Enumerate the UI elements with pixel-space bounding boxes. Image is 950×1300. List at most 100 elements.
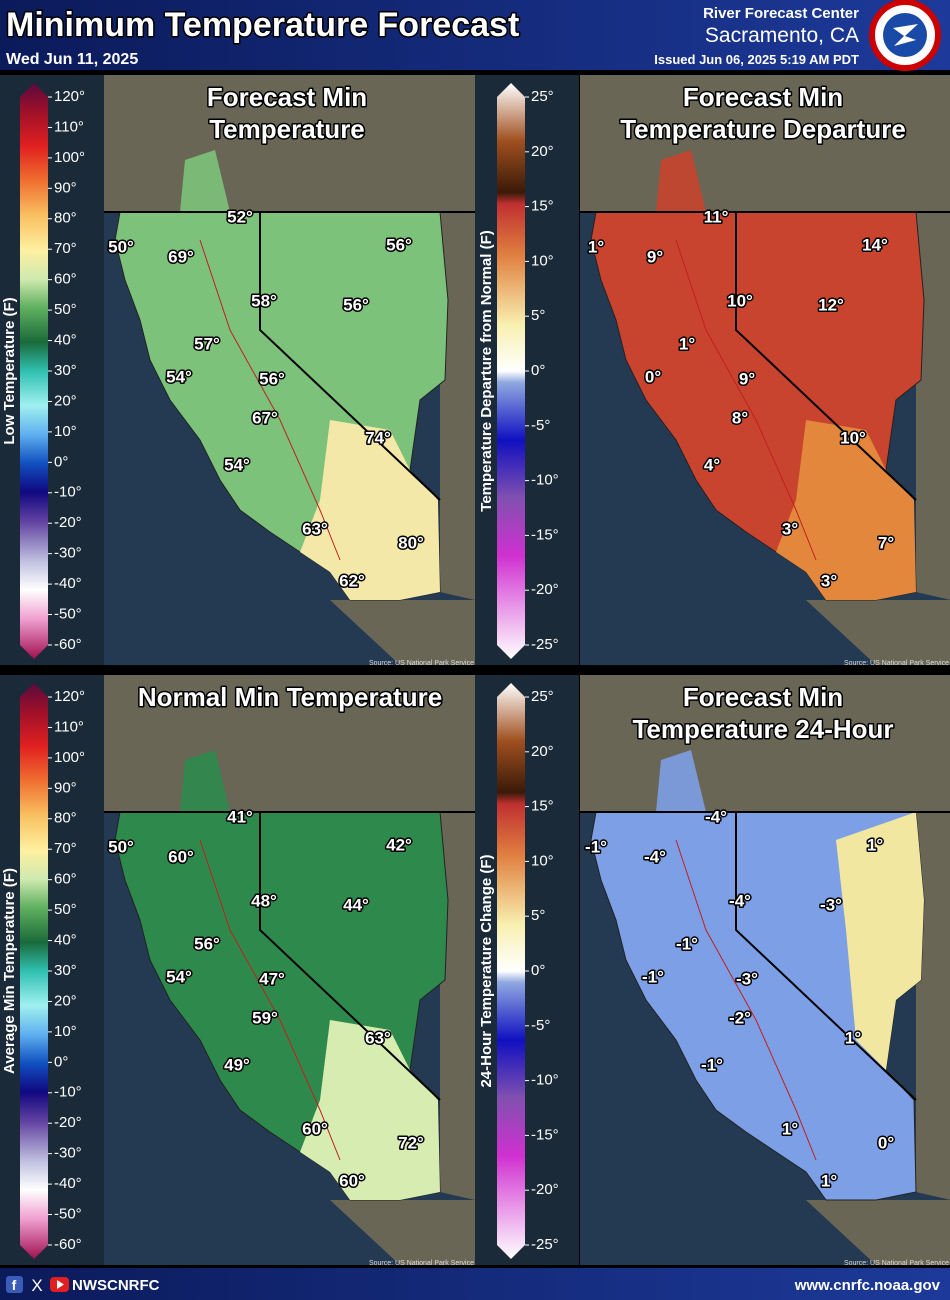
legend-tick-label: 40°	[54, 932, 77, 949]
temperature-label: -2°	[729, 1008, 751, 1027]
temperature-label: 56°	[386, 235, 412, 254]
legend-tick-label: 70°	[54, 240, 77, 257]
northern-area	[180, 150, 230, 212]
temperature-label: -4°	[729, 891, 751, 910]
land-east	[440, 812, 475, 1200]
legend-tick-label: -10°	[531, 472, 559, 489]
source-credit: Source: US National Park Service	[369, 1260, 474, 1267]
temperature-label: 1°	[845, 1028, 861, 1047]
center-location: Sacramento, CA	[705, 24, 859, 47]
legend-tick-label: 15°	[531, 198, 554, 215]
northern-area	[656, 150, 706, 212]
panel-title: Normal Min Temperature	[138, 682, 442, 712]
legend-tick-label: -20°	[54, 1114, 82, 1131]
legend-tick-label: 50°	[54, 901, 77, 918]
legend-tick-label: -25°	[531, 1236, 559, 1253]
temperature-label: -1°	[701, 1055, 723, 1074]
legend-tick-label: -40°	[54, 575, 82, 592]
land-north	[580, 75, 950, 212]
temperature-label: 63°	[365, 1028, 391, 1047]
temperature-label: 11°	[704, 207, 729, 226]
temperature-label: 1°	[821, 1171, 837, 1190]
map-panel: Normal Min Temperature 50° 41° 60° 42° 48° 44°…	[0, 675, 475, 1267]
legend-tick-label: -10°	[531, 1072, 559, 1089]
legend-tick-label: -5°	[531, 1017, 550, 1034]
legend-tick-label: 50°	[54, 301, 77, 318]
legend-tick-label: 100°	[54, 149, 85, 166]
legend-tick-label: 60°	[54, 871, 77, 888]
temperature-label: 7°	[878, 533, 894, 552]
issued-time: Issued Jun 06, 2025 5:19 AM PDT	[654, 52, 859, 67]
highway	[199, 239, 341, 561]
panel-title: Forecast Min	[683, 82, 843, 112]
state-border	[735, 812, 917, 1101]
temperature-label: -4°	[705, 807, 727, 826]
legend-tick-label: 120°	[54, 88, 85, 105]
svg-text:f: f	[12, 1277, 17, 1293]
panel-title: Temperature 24-Hour	[632, 714, 893, 744]
legend-tick-label: -25°	[531, 636, 559, 653]
legend-tick-label: 0°	[531, 962, 545, 979]
temperature-label: 58°	[251, 291, 277, 310]
temperature-label: 8°	[732, 408, 748, 427]
legend-tick-label: -20°	[531, 581, 559, 598]
temperature-label: 60°	[302, 1119, 328, 1138]
temperature-label: 1°	[782, 1119, 798, 1138]
legend-colorbar	[20, 683, 48, 1259]
temperature-label: 3°	[782, 519, 798, 538]
legend-tick-label: 30°	[54, 362, 77, 379]
temperature-label: 10°	[840, 428, 866, 447]
land-mexico	[806, 1200, 950, 1265]
forecast-subregion	[300, 1020, 440, 1200]
legend-colorbar	[497, 683, 525, 1259]
temperature-label: 60°	[168, 847, 194, 866]
legend-tick-label: 10°	[531, 252, 554, 269]
legend-tick-label: 15°	[531, 798, 554, 815]
temperature-label: 63°	[302, 519, 328, 538]
legend-tick-label: 0°	[54, 1053, 68, 1070]
legend-tick-label: -50°	[54, 1206, 82, 1223]
temperature-label: 10°	[727, 291, 753, 310]
highway	[675, 839, 817, 1161]
legend-tick-label: 10°	[54, 423, 77, 440]
temperature-label: 0°	[878, 1133, 894, 1152]
temperature-label: 14°	[862, 235, 888, 254]
nws-logo	[869, 0, 941, 71]
legend-title: Average Min Temperature (F)	[1, 868, 18, 1074]
legend-tick-label: 60°	[54, 271, 77, 288]
legend-tick-label: 120°	[54, 688, 85, 705]
legend-tick-label: -20°	[531, 1181, 559, 1198]
temperature-label: -3°	[736, 969, 758, 988]
temperature-label: 57°	[194, 334, 220, 353]
temperature-label: -1°	[676, 934, 698, 953]
northern-area	[180, 750, 230, 812]
legend-tick-label: 20°	[531, 143, 554, 160]
legend-tick-label: -15°	[531, 526, 559, 543]
legend-tick-label: -30°	[54, 545, 82, 562]
legend-colorbar	[20, 83, 48, 659]
land-north	[104, 675, 475, 812]
highway	[199, 839, 341, 1161]
legend-tick-label: -20°	[54, 514, 82, 531]
temperature-label: -1°	[642, 967, 664, 986]
temperature-label: 54°	[224, 455, 250, 474]
legend-tick-label: -60°	[54, 1236, 82, 1253]
land-north	[580, 675, 950, 812]
temperature-label: 1°	[588, 237, 604, 256]
legend-title: Low Temperature (F)	[1, 297, 18, 444]
header-bar	[0, 0, 950, 70]
temperature-label: 56°	[259, 369, 285, 388]
state-border	[735, 212, 917, 501]
legend-tick-label: 90°	[54, 179, 77, 196]
temperature-label: 42°	[386, 835, 412, 854]
legend-tick-label: 110°	[54, 118, 84, 135]
temperature-label: 54°	[166, 367, 192, 386]
temperature-label: 59°	[252, 1008, 278, 1027]
legend-tick-label: 80°	[54, 810, 77, 827]
legend-background	[475, 675, 579, 1265]
footer-bar	[0, 1268, 950, 1300]
temperature-label: 1°	[679, 334, 695, 353]
legend-tick-label: -10°	[54, 484, 82, 501]
legend-tick-label: 20°	[531, 743, 554, 760]
temperature-label: 54°	[166, 967, 192, 986]
